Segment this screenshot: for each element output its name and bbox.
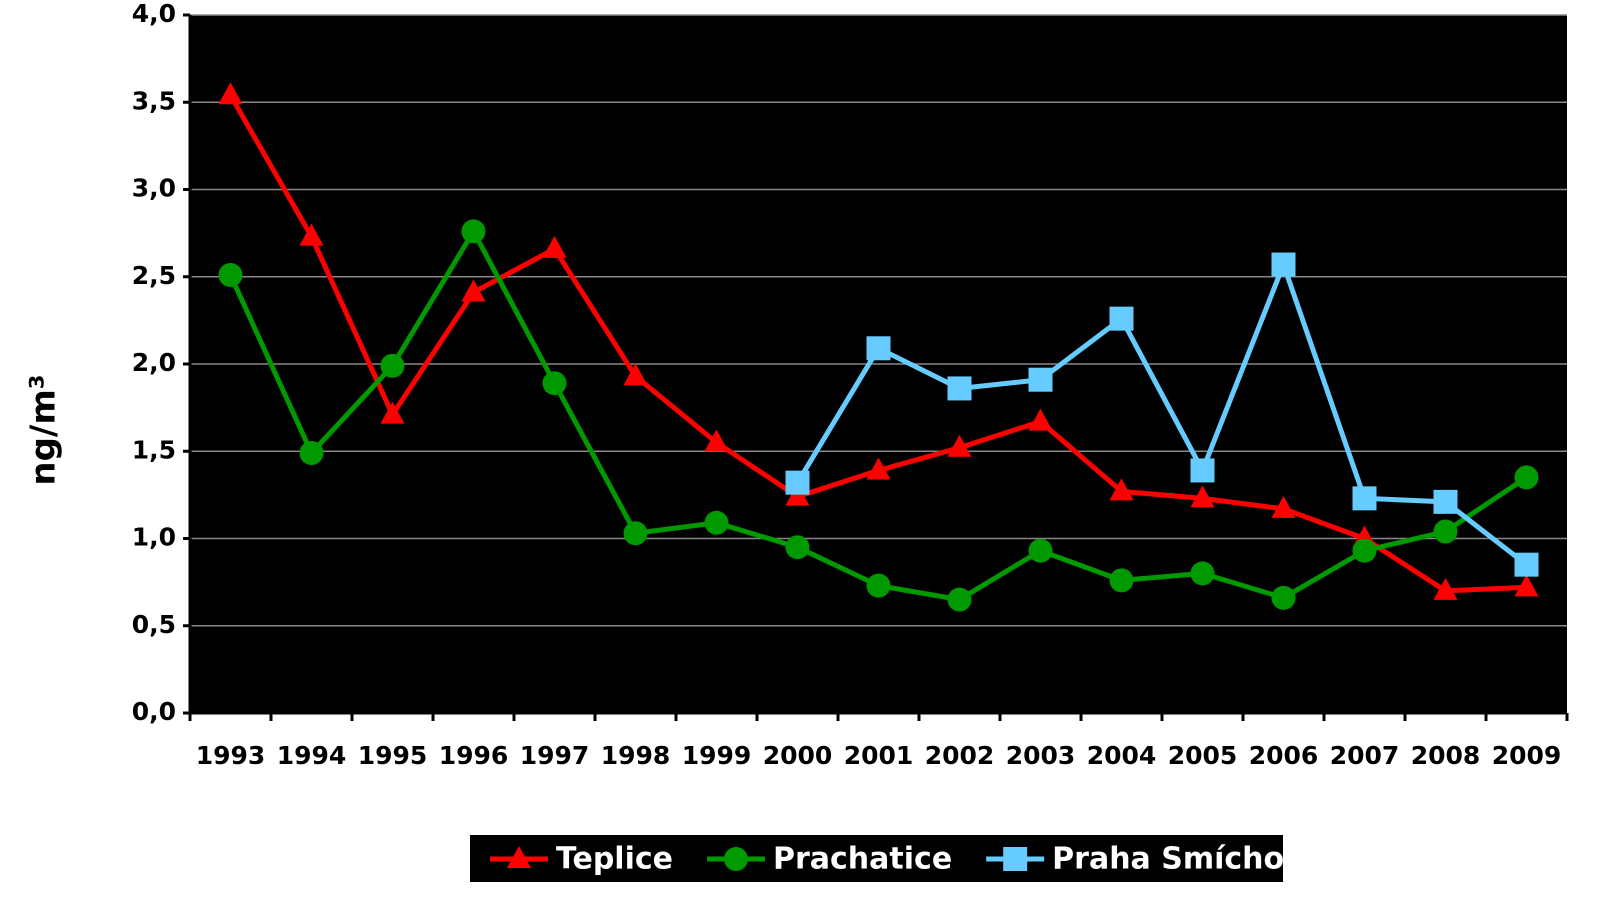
data-point [380, 401, 405, 424]
x-tick-label: 1996 [439, 741, 509, 770]
y-axis-label: ng/m³ [24, 374, 64, 485]
legend-marker [507, 846, 531, 868]
x-tick-label: 2007 [1330, 741, 1400, 770]
y-tick-label: 3,0 [132, 174, 176, 203]
x-tick-label: 2008 [1411, 741, 1481, 770]
data-point [947, 376, 972, 401]
data-point [947, 434, 972, 457]
data-point [1028, 408, 1053, 431]
data-point [704, 429, 729, 452]
x-tick-label: 1993 [196, 741, 266, 770]
data-point [785, 470, 810, 495]
data-point [461, 219, 486, 244]
y-tick-label: 0,0 [132, 697, 176, 726]
data-point [947, 587, 972, 612]
x-tick-label: 2009 [1492, 741, 1562, 770]
data-point [218, 82, 243, 105]
data-point [380, 353, 405, 378]
data-point [1514, 574, 1539, 597]
x-tick-label: 1994 [277, 741, 347, 770]
data-point [299, 440, 324, 465]
y-tick-label: 1,5 [132, 435, 176, 464]
y-tick-label: 0,5 [132, 610, 176, 639]
data-point [1271, 585, 1296, 610]
x-tick-label: 2000 [763, 741, 833, 770]
y-tick-label: 2,0 [132, 348, 176, 377]
y-tick-label: 1,0 [132, 523, 176, 552]
data-point [1109, 306, 1134, 331]
data-point [1109, 568, 1134, 593]
legend-label: Praha Smíchov [1052, 842, 1304, 877]
data-point [1190, 458, 1215, 483]
data-point [704, 510, 729, 535]
data-point [866, 336, 891, 361]
legend-label: Prachatice [773, 842, 952, 877]
y-tick-label: 4,0 [132, 0, 176, 28]
legend-label: Teplice [556, 842, 673, 877]
data-point [542, 235, 567, 258]
x-tick-label: 1997 [520, 741, 590, 770]
data-point [218, 263, 243, 288]
legend-marker [1003, 847, 1028, 871]
data-point [866, 457, 891, 480]
data-point [299, 223, 324, 246]
data-point [1271, 495, 1296, 518]
data-point [866, 573, 891, 598]
data-point [1190, 485, 1215, 508]
data-point [1514, 465, 1539, 490]
data-point [461, 279, 486, 302]
x-tick-label: 2005 [1168, 741, 1238, 770]
data-point [1352, 486, 1377, 511]
x-tick-label: 2004 [1087, 741, 1157, 770]
data-point [1028, 367, 1053, 392]
data-point [1109, 478, 1134, 501]
data-point [1433, 577, 1458, 600]
data-point [1028, 538, 1053, 563]
data-point [1433, 519, 1458, 544]
x-tick-label: 1999 [682, 741, 752, 770]
x-tick-label: 2003 [1006, 741, 1076, 770]
y-tick-label: 2,5 [132, 261, 176, 290]
legend-box [470, 835, 1283, 882]
x-tick-label: 2001 [844, 741, 914, 770]
data-point [623, 363, 648, 386]
data-point [1514, 552, 1539, 577]
x-tick-label: 1998 [601, 741, 671, 770]
data-point [1271, 252, 1296, 277]
legend-marker [724, 847, 748, 871]
data-point [542, 371, 567, 396]
x-tick-label: 2002 [925, 741, 995, 770]
series-line [795, 257, 1529, 567]
data-point [623, 521, 648, 546]
data-point [785, 535, 810, 560]
x-tick-label: 1995 [358, 741, 428, 770]
data-point [1352, 538, 1377, 563]
x-tick-label: 2006 [1249, 741, 1319, 770]
data-point [1433, 489, 1458, 514]
data-point [1190, 561, 1215, 586]
y-tick-label: 3,5 [132, 86, 176, 115]
